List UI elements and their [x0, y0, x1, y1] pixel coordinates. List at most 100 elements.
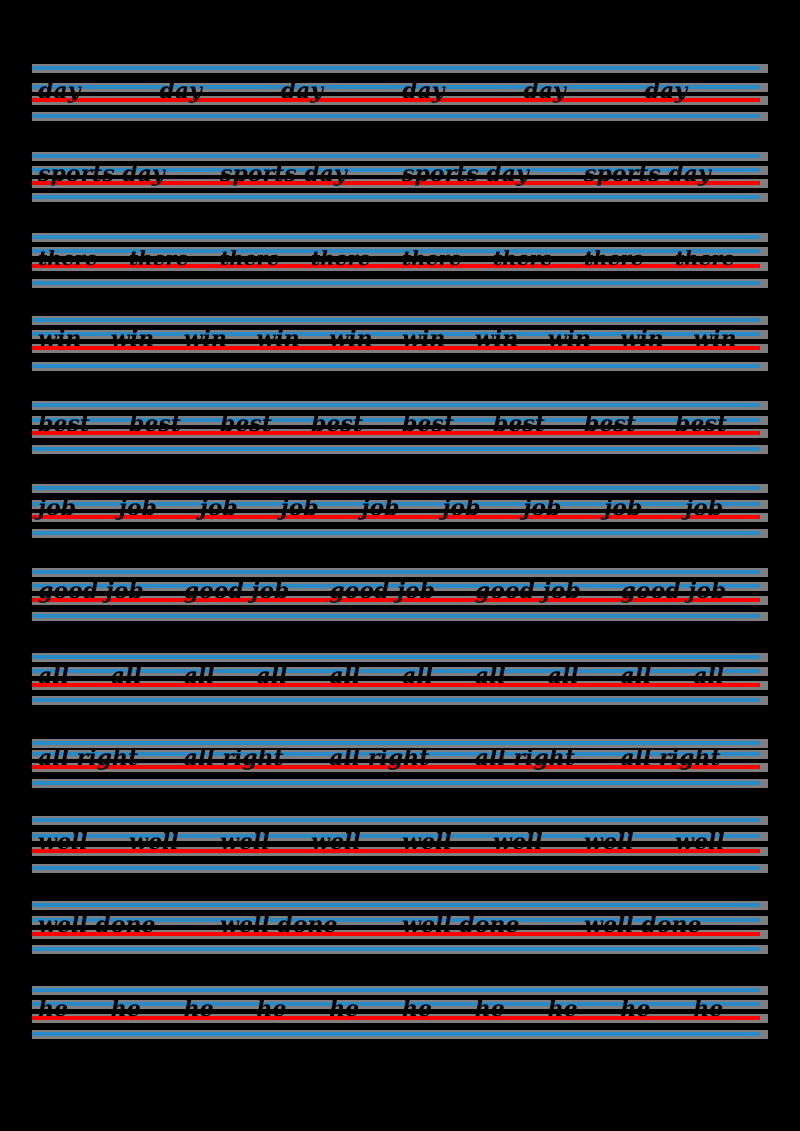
practice-word: win — [110, 326, 155, 352]
guide-band — [32, 779, 768, 788]
ascender-line — [32, 66, 760, 70]
guide-band — [32, 64, 768, 73]
practice-word: all — [402, 663, 433, 689]
practice-word: well done — [220, 912, 338, 938]
descender-line — [32, 114, 760, 118]
practice-word: job — [442, 495, 481, 521]
practice-word: he — [402, 996, 432, 1022]
guide-band — [32, 96, 768, 105]
practice-word: he — [693, 996, 724, 1022]
practice-word: there — [129, 246, 189, 270]
practice-word: all right — [38, 745, 139, 771]
guide-band — [32, 681, 768, 690]
guide-band — [32, 750, 768, 759]
baseline — [32, 849, 760, 853]
practice-word: well — [129, 829, 179, 855]
guide-band — [32, 362, 768, 371]
guide-band — [32, 816, 768, 825]
practice-word: win — [256, 326, 300, 352]
practice-word: win — [38, 326, 82, 352]
practice-word: day — [280, 78, 324, 104]
practice-word: job — [361, 495, 400, 521]
baseline — [32, 932, 760, 936]
guide-band — [32, 945, 768, 954]
guide-band — [32, 316, 768, 325]
practice-word: well — [584, 829, 634, 855]
guide-band — [32, 152, 768, 161]
practice-word: he — [110, 996, 141, 1022]
guide-band — [32, 1030, 768, 1039]
guide-band — [32, 279, 768, 288]
descender-line — [32, 364, 760, 368]
practice-word: best — [129, 411, 181, 437]
practice-word: all — [38, 663, 69, 689]
practice-word: job — [523, 495, 562, 521]
guide-band — [32, 500, 768, 509]
midline — [32, 918, 760, 922]
midline — [32, 1002, 760, 1006]
baseline — [32, 346, 760, 350]
midline — [32, 834, 760, 838]
guide-band — [32, 568, 768, 577]
practice-word: sports day — [38, 161, 165, 187]
ascender-line — [32, 903, 760, 907]
practice-word: best — [584, 411, 636, 437]
practice-word: he — [620, 996, 651, 1022]
practice-word: all — [183, 663, 215, 689]
guide-band — [32, 596, 768, 605]
baseline — [32, 1016, 760, 1020]
guide-band — [32, 112, 768, 121]
practice-word: there — [220, 246, 280, 270]
practice-word: day — [523, 78, 566, 104]
midline — [32, 584, 760, 588]
midline — [32, 669, 760, 673]
practice-word: all — [256, 663, 288, 689]
midline — [32, 249, 760, 253]
ascender-line — [32, 988, 760, 992]
practice-word: good job — [183, 578, 290, 604]
guide-band — [32, 429, 768, 438]
practice-word: win — [183, 326, 227, 352]
guide-band — [32, 763, 768, 772]
descender-line — [32, 947, 760, 951]
baseline — [32, 98, 760, 102]
guide-band — [32, 330, 768, 339]
baseline — [32, 264, 760, 268]
guide-band — [32, 83, 768, 92]
midline — [32, 502, 760, 506]
guide-band — [32, 667, 768, 676]
practice-word: day — [38, 78, 81, 104]
midline — [32, 332, 760, 336]
guide-band — [32, 653, 768, 662]
guide-band — [32, 166, 768, 175]
practice-word: all right — [183, 745, 284, 771]
guide-band — [32, 513, 768, 522]
ascender-line — [32, 741, 760, 745]
practice-word: sports day — [220, 161, 347, 187]
ascender-line — [32, 570, 760, 574]
practice-word: day — [644, 78, 688, 104]
practice-word: there — [584, 246, 644, 270]
practice-word: win — [620, 326, 664, 352]
practice-word: best — [675, 411, 727, 437]
practice-word: well done — [402, 912, 520, 938]
practice-word: sports day — [402, 161, 529, 187]
practice-word: win — [547, 326, 591, 352]
descender-line — [32, 781, 760, 785]
practice-word: there — [675, 246, 735, 270]
guide-band — [32, 445, 768, 454]
baseline — [32, 431, 760, 435]
practice-word: all — [620, 663, 652, 689]
ascender-line — [32, 235, 760, 239]
ascender-line — [32, 154, 760, 158]
practice-word: he — [183, 996, 214, 1022]
baseline — [32, 765, 760, 769]
guide-band — [32, 179, 768, 188]
guide-band — [32, 193, 768, 202]
practice-word: all — [547, 663, 579, 689]
practice-word: day — [159, 78, 202, 104]
guide-band — [32, 262, 768, 271]
guide-band — [32, 832, 768, 841]
ascender-line — [32, 403, 760, 407]
practice-word: best — [38, 411, 90, 437]
